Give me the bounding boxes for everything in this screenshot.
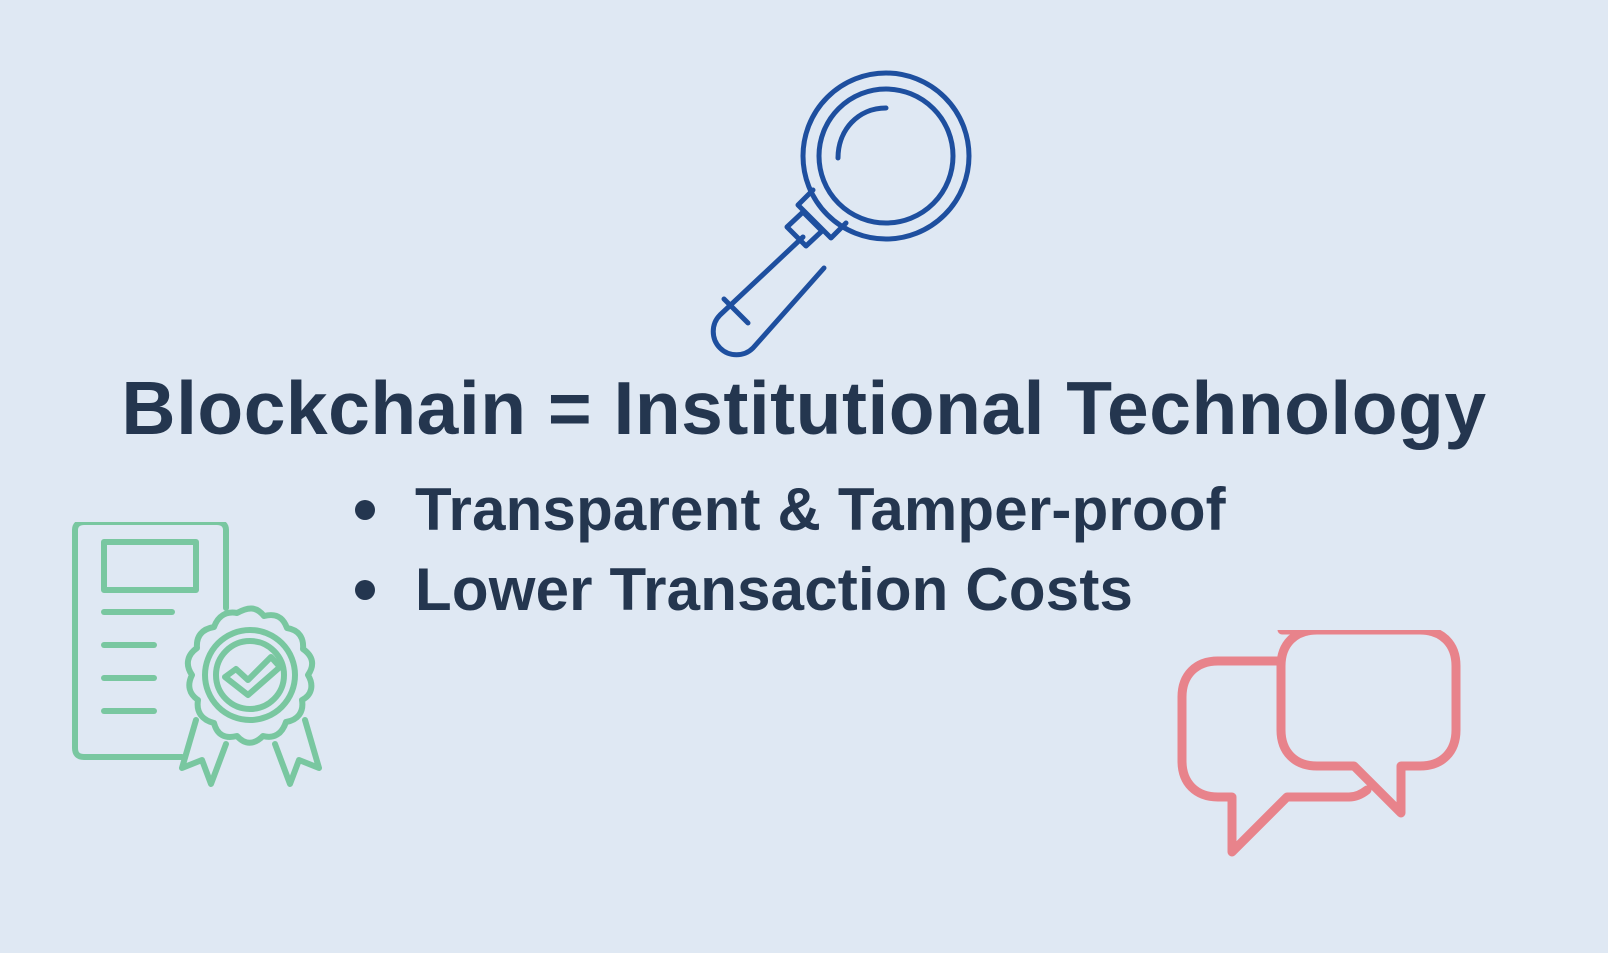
bullet-item-costs: Lower Transaction Costs xyxy=(345,550,1345,630)
bullet-list: Transparent & Tamper-proof Lower Transac… xyxy=(345,470,1345,630)
bullet-text: Transparent & Tamper-proof xyxy=(415,476,1226,543)
certificate-icon xyxy=(72,522,322,787)
slide-title: Blockchain = Institutional Technology xyxy=(121,366,1487,450)
bullet-point-icon xyxy=(355,500,375,520)
bullet-text: Lower Transaction Costs xyxy=(415,556,1134,623)
bullet-point-icon xyxy=(355,580,375,600)
chat-bubbles-icon xyxy=(1177,630,1461,857)
magnifying-glass-icon xyxy=(710,70,972,358)
bullet-item-transparent: Transparent & Tamper-proof xyxy=(345,470,1345,550)
